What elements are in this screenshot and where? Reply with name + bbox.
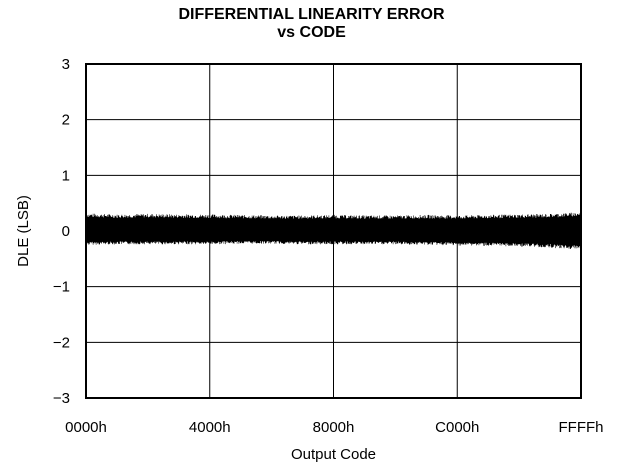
x-axis-label: Output Code xyxy=(291,446,376,463)
x-tick-label: 8000h xyxy=(313,419,355,436)
y-tick-label: −3 xyxy=(53,390,70,407)
y-tick-label: 3 xyxy=(62,56,70,73)
x-axis-ticks: 0000h 4000h 8000h C000h FFFFh xyxy=(65,419,603,436)
plot-frame xyxy=(85,63,582,399)
y-tick-label: −1 xyxy=(53,279,70,296)
x-tick-label: C000h xyxy=(435,419,479,436)
x-tick-label: FFFFh xyxy=(559,419,604,436)
x-tick-label: 0000h xyxy=(65,419,107,436)
chart-title-line-2: vs CODE xyxy=(277,24,346,41)
y-tick-label: −2 xyxy=(53,334,70,351)
y-axis-ticks: 3 2 1 0 −1 −2 −3 xyxy=(53,56,70,407)
y-tick-label: 1 xyxy=(62,167,70,184)
y-axis-label: DLE (LSB) xyxy=(15,195,32,267)
x-tick-label: 4000h xyxy=(189,419,231,436)
y-tick-label: 2 xyxy=(62,112,70,129)
y-tick-label: 0 xyxy=(62,223,70,240)
chart-title-line-1: DIFFERENTIAL LINEARITY ERROR xyxy=(178,6,445,23)
